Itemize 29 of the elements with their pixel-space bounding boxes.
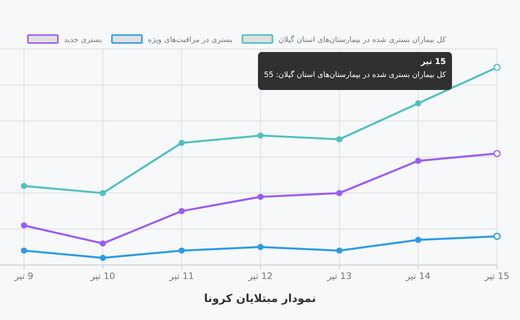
point	[493, 64, 501, 71]
point	[178, 247, 185, 254]
point	[100, 254, 106, 261]
point	[336, 247, 342, 254]
point	[336, 136, 342, 142]
point	[100, 240, 106, 247]
point	[336, 190, 342, 196]
point	[100, 190, 106, 196]
point	[20, 247, 28, 254]
x-tick-label: 10 تیر	[90, 272, 116, 282]
point	[20, 222, 28, 229]
point	[493, 150, 501, 158]
point	[415, 100, 422, 106]
point	[20, 182, 28, 190]
point	[493, 232, 501, 240]
text: نمودار مبتلایان کرونا	[204, 292, 316, 305]
x-tick-label: 13 تیر	[326, 272, 352, 282]
point	[257, 194, 264, 200]
x-tick-label: 12 تیر	[247, 272, 273, 282]
x-tick-label: 9 تیر	[14, 272, 34, 282]
point	[257, 244, 264, 250]
point	[178, 140, 185, 146]
x-tick-label: 11 تیر	[168, 272, 194, 282]
point	[415, 236, 422, 243]
point	[415, 158, 422, 164]
point	[178, 208, 185, 214]
x-tick-label: 15 تیر	[484, 272, 510, 282]
x-tick-label: 14 تیر	[404, 272, 431, 282]
point	[257, 132, 264, 139]
